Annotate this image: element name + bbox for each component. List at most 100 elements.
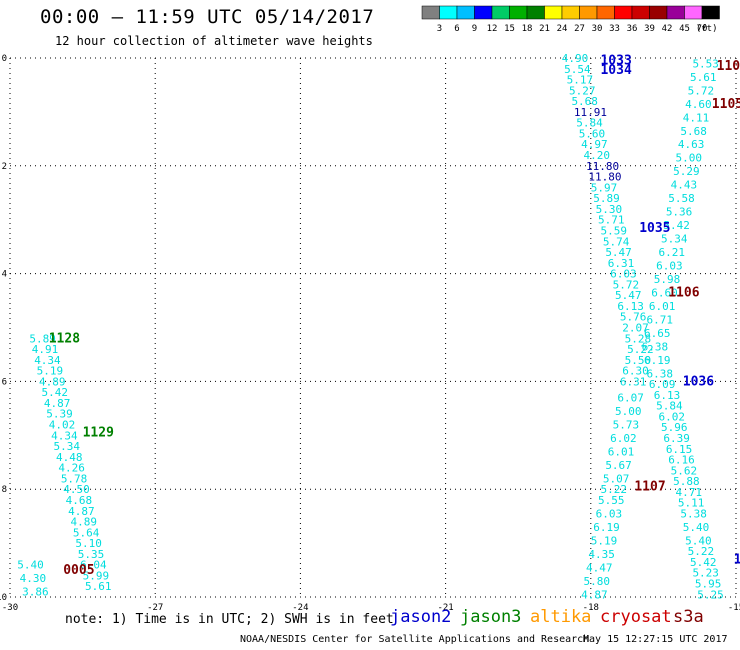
scale-swatch <box>701 5 720 20</box>
data-value-label: 5.68 <box>571 95 598 108</box>
scale-swatch <box>526 5 545 20</box>
scale-tick-label: 15 <box>504 24 515 34</box>
data-value-label: 5.40 <box>17 559 44 572</box>
data-value-label: 6.13 <box>654 389 681 402</box>
data-value-label: 5.19 <box>37 365 64 378</box>
data-value-label: 5.78 <box>61 472 88 485</box>
data-value-label: 5.47 <box>605 246 632 259</box>
data-value-label: 6.03 <box>610 268 637 281</box>
footer-note: note: 1) Time is in UTC; 2) SWH is in fe… <box>65 612 394 627</box>
data-value-label: 5.80 <box>584 575 611 588</box>
scale-swatch <box>614 5 633 20</box>
data-value-label: 5.07 <box>603 472 630 485</box>
scale-swatch <box>596 5 615 20</box>
data-value-label: 5.36 <box>666 206 693 219</box>
data-value-label: 5.40 <box>685 534 712 547</box>
data-value-label: 6.39 <box>663 432 690 445</box>
data-value-label: 5.00 <box>615 405 642 418</box>
legend-cryosat: cryosat <box>600 607 672 627</box>
scale-unit-label: (ft) <box>696 24 718 34</box>
data-value-label: 5.64 <box>73 526 100 539</box>
data-value-label: 5.42 <box>41 386 68 399</box>
data-value-label: 4.43 <box>671 179 698 192</box>
data-value-label: 5.72 <box>688 84 715 97</box>
x-tick-label: -15 <box>728 603 740 613</box>
track-label: 1036 <box>683 374 714 389</box>
data-value-label: 6.01 <box>649 300 676 313</box>
data-value-label: 6.38 <box>642 340 669 353</box>
data-value-label: 5.47 <box>615 289 642 302</box>
data-value-label: 5.76 <box>620 311 647 324</box>
data-value-label: 5.54 <box>564 63 591 76</box>
data-value-label: 4.34 <box>34 354 61 367</box>
data-value-label: 4.89 <box>39 375 66 388</box>
data-value-label: 6.02 <box>610 432 637 445</box>
data-value-label: 4.63 <box>678 138 705 151</box>
track-label: 1034 <box>600 63 631 78</box>
data-value-label: 5.55 <box>598 494 625 507</box>
scale-tick-label: 27 <box>574 24 585 34</box>
data-value-label: 5.88 <box>673 475 700 488</box>
data-value-label: 5.11 <box>678 497 705 510</box>
data-value-label: 5.97 <box>591 181 618 194</box>
data-value-label: 6.09 <box>649 378 676 391</box>
data-value-label: 5.99 <box>83 569 110 582</box>
scale-tick-label: 30 <box>592 24 603 34</box>
scale-tick-label: 9 <box>472 24 477 34</box>
data-value-label: 5.68 <box>680 125 707 138</box>
y-tick-label: 0 <box>2 54 7 64</box>
data-value-label: 5.42 <box>663 219 690 232</box>
track-label: 1- <box>734 552 740 567</box>
data-value-label: 5.58 <box>668 192 695 205</box>
data-value-label: 6.04 <box>80 559 107 572</box>
track-label: 1105 <box>712 97 740 112</box>
data-value-label: 5.95 <box>695 578 722 591</box>
scale-tick-label: 70 <box>697 24 708 34</box>
data-value-label: 4.91 <box>32 343 58 356</box>
data-value-label: 5.42 <box>690 556 717 569</box>
chart-title: 00:00 – 11:59 UTC 05/14/2017 <box>40 6 375 28</box>
data-value-label: 5.67 <box>605 459 632 472</box>
track-label: 1128 <box>49 331 80 346</box>
data-value-label: 4.34 <box>51 429 78 442</box>
data-value-label: 5.84 <box>656 400 683 413</box>
data-value-label: 6.31 <box>620 375 647 388</box>
track-label: 1106 <box>668 285 699 300</box>
data-value-label: 4.48 <box>56 451 82 464</box>
data-value-label: 5.10 <box>75 537 102 550</box>
scale-tick-label: 45 <box>679 24 690 34</box>
data-value-label: 6.13 <box>617 300 644 313</box>
x-tick-label: -18 <box>583 603 599 613</box>
data-value-label: 5.61 <box>85 580 112 593</box>
scale-swatch <box>684 5 703 20</box>
y-tick-label: -2 <box>0 162 7 172</box>
scale-tick-label: 6 <box>454 24 459 34</box>
data-value-label: 5.59 <box>600 224 627 237</box>
scale-swatch <box>491 5 510 20</box>
y-tick-label: -10 <box>0 593 7 603</box>
scale-tick-label: 33 <box>609 24 620 34</box>
data-value-label: 5.23 <box>692 567 719 580</box>
data-value-label: 5.22 <box>688 545 715 558</box>
data-value-label: 5.34 <box>661 233 688 246</box>
track-label: 0005 <box>63 563 94 578</box>
data-value-label: 5.60 <box>579 127 606 140</box>
data-value-label: 4.90 <box>562 52 589 65</box>
data-value-label: 6.71 <box>646 313 673 326</box>
scale-swatch <box>421 5 440 20</box>
data-value-label: 5.19 <box>591 534 618 547</box>
data-value-label: 4.50 <box>63 483 90 496</box>
scale-swatch <box>544 5 563 20</box>
scale-tick-label: 42 <box>662 24 673 34</box>
data-value-label: 6.16 <box>668 454 695 467</box>
data-value-label: 5.28 <box>625 332 652 345</box>
scale-swatch <box>509 5 528 20</box>
data-value-label: 5.00 <box>676 152 703 165</box>
data-value-label: 4.68 <box>66 494 93 507</box>
y-tick-label: -8 <box>0 485 7 495</box>
scale-swatch <box>561 5 580 20</box>
scale-tick-label: 12 <box>487 24 498 34</box>
data-value-label: 5.40 <box>683 521 710 534</box>
